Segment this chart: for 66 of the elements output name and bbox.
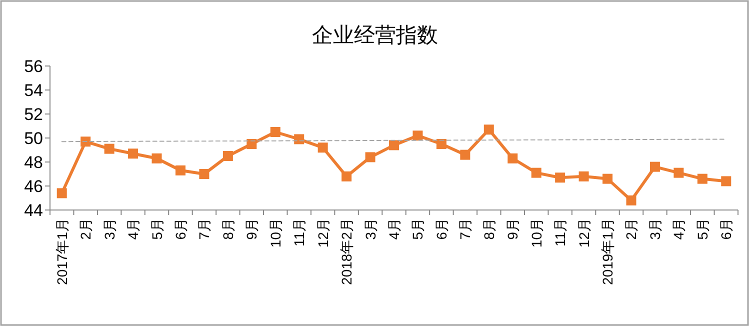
x-tick-label: 3月 — [101, 218, 118, 240]
x-tick-label: 11月 — [552, 218, 568, 247]
x-tick-label: 12月 — [314, 218, 331, 248]
x-tick-label: 4月 — [125, 218, 142, 240]
point — [484, 124, 494, 135]
point — [650, 162, 660, 172]
point — [294, 134, 304, 144]
x-tick-label: 5月 — [694, 218, 710, 240]
x-tick-label: 8月 — [220, 218, 236, 240]
x-tick-label: 10月 — [267, 218, 284, 248]
x-tick-label: 6月 — [172, 218, 188, 240]
point — [365, 152, 376, 162]
point — [674, 168, 684, 178]
x-tick-label: 6月 — [718, 218, 734, 240]
x-tick-label: 12月 — [576, 218, 592, 248]
point — [56, 188, 67, 198]
point — [460, 150, 470, 160]
y-tick-label: 48 — [24, 153, 43, 172]
x-tick-label: 2月 — [623, 218, 640, 240]
point — [531, 168, 542, 178]
point — [175, 165, 186, 176]
x-tick-label: 8月 — [480, 218, 497, 240]
x-tick-label: 5月 — [148, 218, 165, 240]
chart-title: 企业经营指数 — [312, 24, 438, 47]
x-tick-label: 2018年2月 — [338, 218, 355, 285]
x-tick-label: 7月 — [196, 218, 212, 240]
x-tick-label: 10月 — [528, 218, 544, 248]
x-tick-label: 9月 — [244, 218, 260, 240]
y-tick-label: 50 — [24, 129, 43, 148]
point — [602, 174, 613, 184]
point — [128, 148, 138, 159]
x-tick-label: 11月 — [291, 218, 308, 247]
x-tick-label: 5月 — [410, 218, 426, 240]
point — [318, 142, 328, 153]
point — [555, 172, 566, 183]
x-tick-label: 2017年1月 — [54, 218, 70, 285]
point — [389, 140, 399, 150]
point — [270, 127, 280, 137]
y-tick-label: 54 — [24, 81, 43, 100]
x-tick-label: 3月 — [362, 218, 378, 240]
point — [721, 176, 732, 186]
point — [626, 195, 636, 206]
x-tick-label: 2019年1月 — [600, 218, 616, 285]
y-tick-label: 46 — [24, 177, 43, 196]
point — [199, 169, 210, 179]
point — [104, 144, 114, 154]
point — [697, 174, 708, 184]
point — [222, 151, 233, 161]
x-tick-label: 6月 — [433, 218, 450, 240]
x-tick-label: 7月 — [457, 218, 474, 240]
point — [436, 139, 446, 149]
x-tick-label: 3月 — [646, 218, 663, 240]
point — [508, 153, 518, 164]
point — [246, 139, 257, 149]
x-tick-label: 2月 — [78, 218, 94, 240]
point — [412, 130, 423, 141]
point — [342, 171, 352, 182]
point — [80, 136, 91, 147]
point — [578, 171, 589, 182]
y-tick-label: 56 — [24, 57, 43, 76]
y-tick-label: 44 — [24, 201, 43, 220]
x-tick-label: 9月 — [504, 218, 521, 240]
point — [152, 153, 162, 164]
x-tick-label: 4月 — [386, 218, 402, 240]
x-tick-label: 4月 — [670, 218, 687, 240]
y-tick-label: 52 — [24, 105, 43, 124]
